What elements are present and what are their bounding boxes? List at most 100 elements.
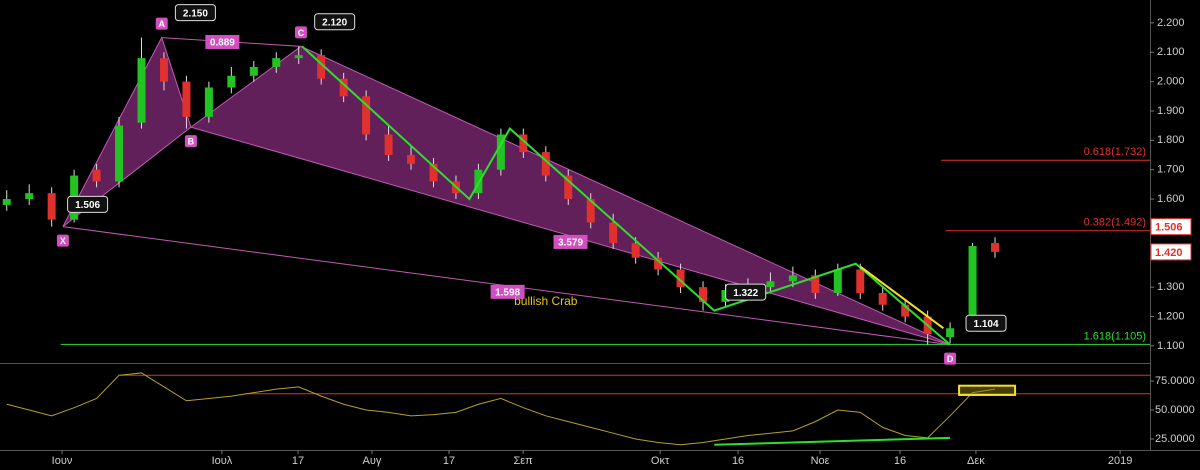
callout-box <box>314 13 356 31</box>
callout-label: 1.104 <box>974 319 999 330</box>
candle-body <box>766 281 775 288</box>
candle-body <box>901 304 910 317</box>
point-label: C <box>298 28 305 38</box>
candle-body <box>384 134 393 156</box>
candle-body <box>699 287 708 302</box>
candle-body <box>429 163 438 182</box>
osc-highlight <box>958 384 1017 396</box>
candle-body <box>227 75 236 88</box>
osc-divergence <box>714 436 951 446</box>
candle-body <box>137 58 146 123</box>
candle-body <box>541 152 550 176</box>
point-marker <box>56 234 69 247</box>
ratio-label: 3.579 <box>558 238 583 249</box>
callout-box <box>67 195 109 213</box>
candle-body <box>991 243 1000 252</box>
candle-body <box>294 55 303 59</box>
price-tag <box>1150 243 1192 261</box>
candle-body <box>272 58 281 67</box>
x-tick-label: 16 <box>894 455 906 467</box>
y-tick-label: 1.900 <box>1157 105 1185 117</box>
y-tick-label: 1.800 <box>1157 134 1185 146</box>
x-tick-label: 2019 <box>1108 455 1132 467</box>
osc-tick-label: 75.0000 <box>1155 375 1195 387</box>
candle-body <box>25 193 34 200</box>
candle-body <box>317 55 326 79</box>
callout-label: 1.506 <box>75 200 100 211</box>
callout-box <box>174 4 216 22</box>
candle-body <box>182 81 191 117</box>
y-tick-label: 1.600 <box>1157 193 1185 205</box>
level-label: 1.618(1.105) <box>1084 330 1146 342</box>
x-tick-label: Αυγ <box>363 455 382 467</box>
candle-body <box>654 257 663 270</box>
candle-body <box>339 78 348 97</box>
x-tick-label: Νοε <box>811 455 830 467</box>
osc-line <box>6 372 996 446</box>
x-tick-label: Οκτ <box>651 455 670 467</box>
candle-body <box>249 66 258 76</box>
x-tick-label: 16 <box>732 455 744 467</box>
point-marker <box>944 352 957 365</box>
ratio-box <box>205 34 240 49</box>
point-label: A <box>158 19 165 29</box>
callout-box <box>725 283 767 301</box>
y-tick-label: 2.100 <box>1157 46 1185 58</box>
candle-body <box>788 275 797 282</box>
x-tick-label: Ιουν <box>52 455 73 467</box>
osc-tick-label: 50.0000 <box>1155 404 1195 416</box>
candle-body <box>204 87 213 117</box>
level-label: 0.382(1.492) <box>1084 217 1146 229</box>
osc-tick-label: 25.0000 <box>1155 433 1195 445</box>
point-marker <box>294 26 307 39</box>
candle-body <box>811 275 820 294</box>
candle-body <box>856 269 865 294</box>
ratio-label: 0.889 <box>210 38 235 49</box>
abcd-leg <box>301 45 951 346</box>
callout-label: 2.120 <box>322 17 347 28</box>
ratio-label: 1.598 <box>495 287 520 298</box>
point-label: X <box>60 236 66 246</box>
candle-body <box>519 134 528 153</box>
candle-body <box>362 96 371 135</box>
candle-body <box>676 269 685 288</box>
callout-label: 2.150 <box>183 8 208 19</box>
x-tick-label: Δεκ <box>967 455 985 467</box>
x-tick-label: 17 <box>292 455 304 467</box>
candle-body <box>586 199 595 223</box>
candle-body <box>833 269 842 294</box>
x-tick-label: Ιουλ <box>212 455 233 467</box>
y-tick-label: 2.200 <box>1157 17 1185 29</box>
candle-body <box>47 193 56 220</box>
callout-label: 1.322 <box>733 288 758 299</box>
x-tick-label: Σεπ <box>513 455 533 467</box>
candle-body <box>631 243 640 258</box>
candle-body <box>564 175 573 200</box>
candle-body <box>878 293 887 305</box>
candle-body <box>92 169 101 182</box>
ratio-box <box>553 234 588 249</box>
point-marker <box>184 135 197 148</box>
y-tick-label: 1.100 <box>1157 340 1185 352</box>
yellow-leg <box>859 265 944 330</box>
candle-body <box>496 134 505 170</box>
y-tick-label: 1.200 <box>1157 310 1185 322</box>
candle-body <box>115 125 124 182</box>
y-tick-label: 1.300 <box>1157 281 1185 293</box>
candle-body <box>2 199 11 205</box>
point-label: B <box>188 137 195 147</box>
point-label: D <box>947 354 954 364</box>
y-tick-label: 1.700 <box>1157 164 1185 176</box>
candle-body <box>159 58 168 82</box>
price-tag-label: 1.420 <box>1155 247 1183 259</box>
price-tag-label: 1.506 <box>1155 222 1183 234</box>
point-marker <box>155 17 168 30</box>
level-label: 0.618(1.732) <box>1084 146 1146 158</box>
callout-box <box>965 314 1007 332</box>
price-tag <box>1150 218 1192 236</box>
candle-body <box>946 328 955 338</box>
candle-body <box>609 222 618 244</box>
ratio-box <box>490 284 525 299</box>
